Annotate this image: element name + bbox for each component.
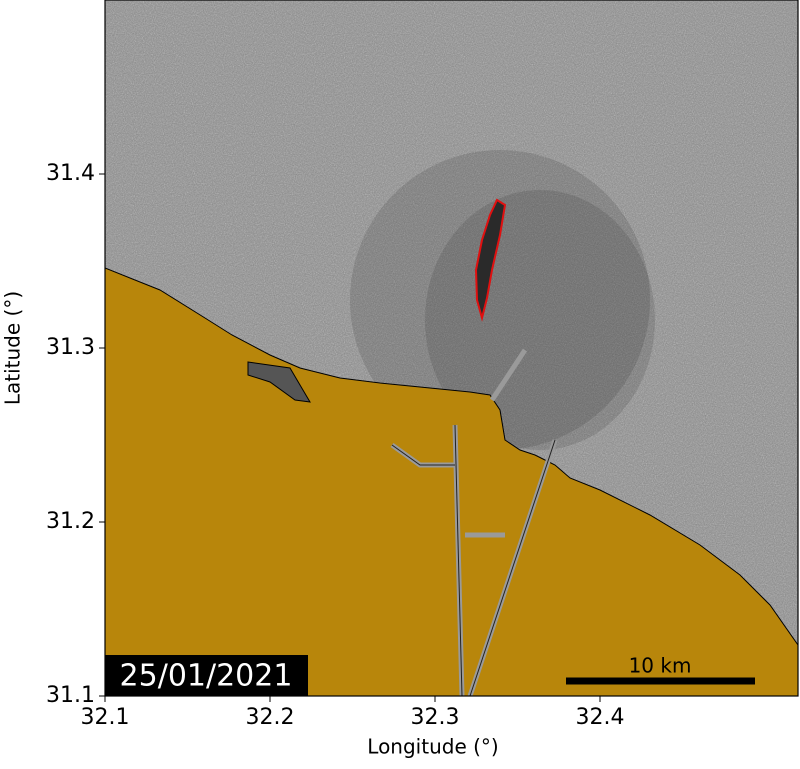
harbour <box>247 361 311 403</box>
x-tick-label: 32.2 <box>246 705 295 730</box>
x-axis-label: Longitude (°) <box>367 735 498 759</box>
y-tick-label: 31.2 <box>46 509 95 534</box>
map-area: 25/01/2021 10 km <box>105 0 798 696</box>
y-tick-label: 31.1 <box>46 683 95 708</box>
date-box <box>105 655 308 696</box>
x-tick-label: 32.4 <box>576 705 625 730</box>
x-tick-label: 32.3 <box>411 705 460 730</box>
y-axis-label: Latitude (°) <box>1 291 25 405</box>
date-label: 25/01/2021 <box>120 659 293 694</box>
canal-edge <box>391 424 556 696</box>
y-tick-label: 31.3 <box>46 335 95 360</box>
x-tick-label: 32.1 <box>81 705 130 730</box>
oil-slick <box>474 198 507 322</box>
dark-region <box>350 150 650 450</box>
scale-bar-label: 10 km <box>629 654 692 678</box>
y-tick-label: 31.4 <box>46 161 95 186</box>
